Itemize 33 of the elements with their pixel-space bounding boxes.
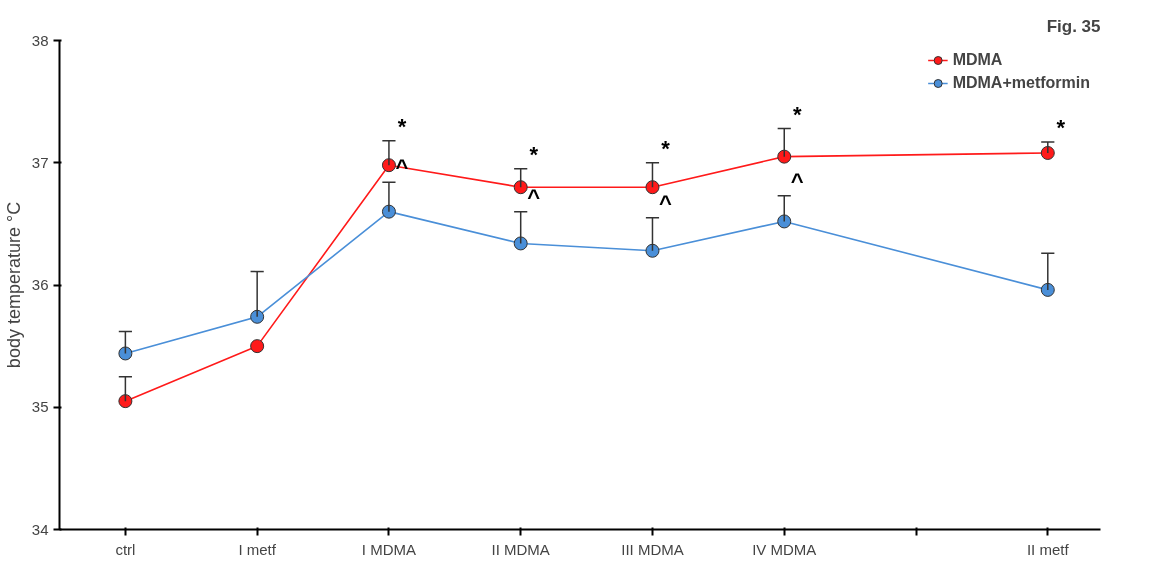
annotation: *	[1056, 114, 1066, 140]
point	[513, 236, 528, 251]
legend-label: MDMA+metformin	[952, 74, 1090, 92]
y-tick-label: 34	[31, 520, 49, 538]
x-tick-label: II metf	[1026, 540, 1070, 558]
y-tick-label: 38	[31, 31, 49, 49]
annotation: ^	[790, 168, 804, 194]
point	[513, 180, 528, 195]
point	[645, 243, 660, 258]
point	[645, 180, 660, 195]
y-tick-label: 35	[31, 398, 49, 416]
legend-label: MDMA	[952, 51, 1003, 69]
annotation: *	[397, 113, 407, 139]
x-tick-label: III MDMA	[621, 540, 684, 558]
point	[250, 339, 265, 354]
annotation: *	[792, 101, 802, 127]
point	[118, 346, 133, 361]
caption: Fig. 35	[1046, 16, 1101, 36]
annotation: ^	[527, 184, 541, 210]
y-tick-label: 36	[31, 276, 49, 293]
y-tick-label: 37	[31, 153, 49, 171]
annotation: ^	[659, 190, 673, 216]
x-tick-label: IV MDMA	[752, 540, 817, 558]
x-tick-label: I MDMA	[361, 540, 417, 558]
x-tick-label: I metf	[238, 540, 277, 558]
x-tick-label: ctrl	[115, 540, 136, 558]
y-axis-title: body temperature °C	[3, 201, 24, 369]
point	[381, 158, 396, 173]
point	[777, 214, 792, 229]
point	[118, 394, 133, 409]
annotation: *	[529, 141, 539, 167]
x-tick-label: II MDMA	[491, 540, 550, 558]
annotation: *	[661, 135, 671, 161]
